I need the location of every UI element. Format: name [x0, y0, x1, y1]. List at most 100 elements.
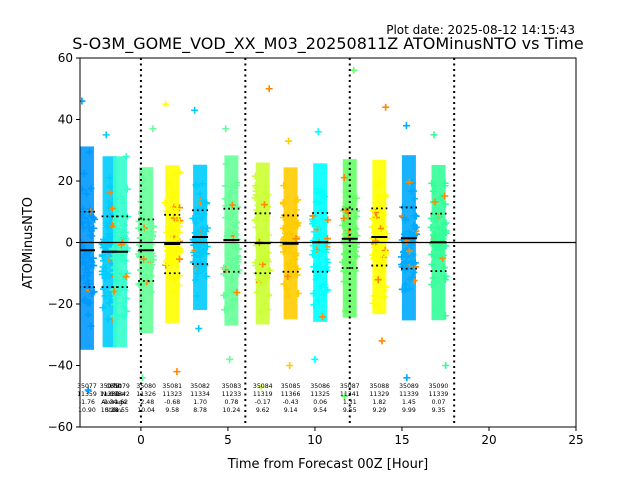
data-point: [113, 274, 121, 282]
data-point: [376, 192, 384, 200]
stat-orbit-35082: 35082: [190, 383, 210, 390]
data-point: [288, 247, 296, 255]
data-point: [257, 308, 265, 316]
data-point: [312, 198, 320, 206]
data-point: [173, 368, 181, 376]
data-point: [319, 313, 327, 321]
data-point: [429, 187, 437, 195]
data-point: [374, 229, 382, 237]
stat-count-35088: 11329: [369, 391, 389, 398]
data-point: [117, 193, 125, 201]
data-point: [115, 278, 123, 286]
data-point: [230, 228, 238, 236]
data-point: [121, 286, 129, 294]
stat-count-35086: 11325: [310, 391, 330, 398]
data-point: [162, 100, 170, 108]
data-point: [311, 267, 319, 275]
data-point: [81, 214, 89, 222]
data-point: [123, 269, 131, 277]
data-point: [176, 246, 184, 254]
data-point: [146, 265, 154, 273]
stat-legend-2: Average: [101, 399, 127, 406]
data-point: [350, 66, 358, 74]
x-axis-label: Time from Forecast 00Z [Hour]: [227, 457, 429, 472]
data-point: [84, 386, 92, 394]
data-point: [171, 249, 179, 257]
data-point: [223, 232, 231, 240]
data-point: [314, 128, 322, 136]
data-point: [164, 256, 172, 264]
stat-std-35090: 9.35: [432, 407, 446, 414]
data-point: [284, 216, 292, 224]
data-point: [340, 174, 348, 182]
data-point: [264, 306, 272, 314]
data-point: [135, 224, 143, 232]
data-point: [191, 106, 199, 114]
data-point: [102, 131, 110, 139]
data-point: [284, 292, 292, 300]
axes-layer: 0 5 10 15 20 25 −60 −40 −20 0 20 40 60: [48, 51, 584, 447]
data-point: [89, 254, 97, 262]
data-point: [259, 252, 267, 260]
data-point: [431, 182, 439, 190]
data-point: [280, 280, 288, 288]
data-point: [232, 181, 240, 189]
data-point: [191, 252, 199, 260]
data-point: [322, 248, 330, 256]
stat-count-35087: 11341: [340, 391, 360, 398]
data-point: [281, 229, 289, 237]
data-point: [369, 299, 377, 307]
data-point: [220, 264, 228, 272]
data-point: [195, 263, 203, 271]
data-point: [124, 244, 132, 252]
stat-orbit-35083: 35083: [222, 383, 242, 390]
data-point: [352, 194, 360, 202]
data-point: [315, 224, 323, 232]
data-point: [313, 189, 321, 197]
data-point: [340, 214, 348, 222]
data-point: [409, 260, 417, 268]
data-point: [260, 300, 268, 308]
data-point: [119, 211, 127, 219]
stat-std-35082: 8.78: [193, 407, 207, 414]
data-point: [101, 270, 109, 278]
stat-mean-35088: 1.82: [372, 399, 386, 406]
data-point: [292, 206, 300, 214]
data-point: [340, 278, 348, 286]
data-point: [234, 246, 242, 254]
data-point: [442, 272, 450, 280]
y-tick-label: −40: [48, 359, 73, 373]
data-point: [84, 311, 92, 319]
data-point: [258, 245, 266, 253]
data-point: [80, 274, 85, 282]
data-point: [173, 205, 181, 213]
data-point: [264, 266, 272, 274]
data-point: [382, 248, 390, 256]
data-point: [224, 304, 232, 312]
stat-std-35085: 9.14: [284, 407, 298, 414]
data-point: [113, 244, 121, 252]
data-point: [176, 168, 184, 176]
data-point: [374, 303, 382, 311]
data-point: [174, 254, 182, 262]
data-point: [310, 301, 318, 309]
data-point: [112, 225, 120, 233]
data-point: [142, 273, 150, 281]
stat-std-35086: 9.54: [313, 407, 327, 414]
data-point: [382, 103, 390, 111]
data-point: [80, 97, 86, 105]
y-tick-label: 40: [58, 113, 73, 127]
data-point: [171, 289, 179, 297]
data-point: [122, 294, 130, 302]
data-point: [101, 292, 109, 300]
data-point: [262, 195, 270, 203]
stats-layer: 3507711359-1.7610.903507811339-2.3410.28…: [77, 383, 448, 414]
data-point: [370, 243, 378, 251]
data-point: [286, 243, 294, 251]
data-point: [85, 269, 93, 277]
data-point: [199, 224, 207, 232]
data-point: [430, 131, 438, 139]
stat-orbit-35088: 35088: [369, 383, 389, 390]
data-point: [112, 207, 120, 215]
data-point: [171, 170, 179, 178]
